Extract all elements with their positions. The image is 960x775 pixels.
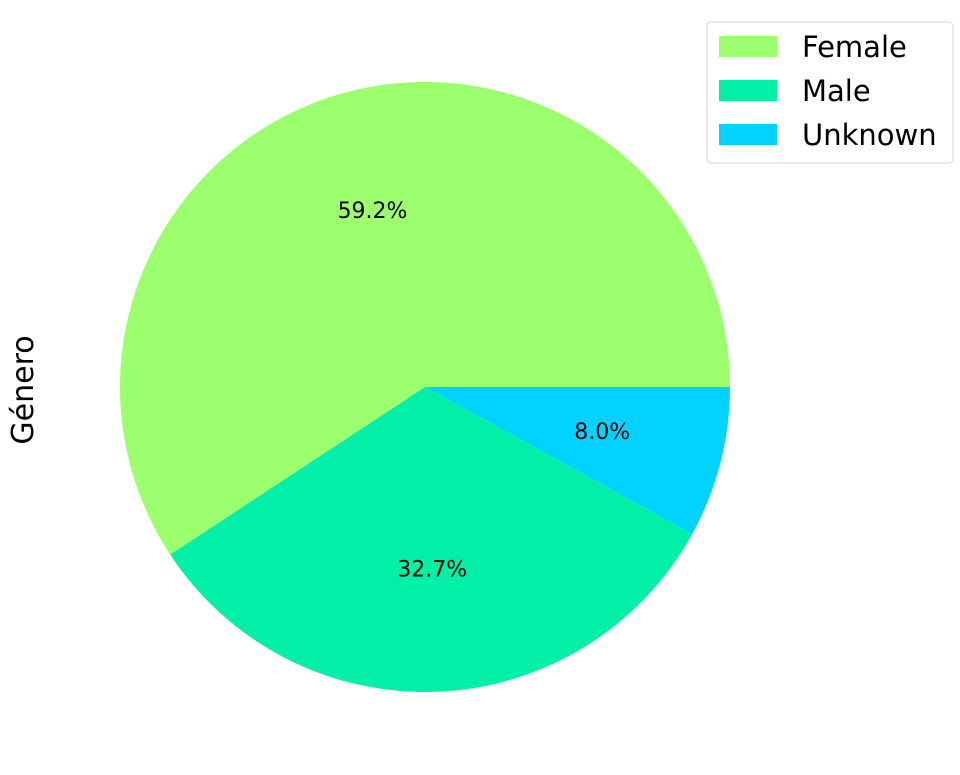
pie-slices <box>120 81 730 692</box>
pie-percent-label-male: 32.7% <box>397 557 467 582</box>
y-axis-label: Género <box>6 335 41 444</box>
legend-label-female: Female <box>802 30 907 64</box>
pie-percent-labels: 59.2% 32.7% 8.0% <box>338 199 631 582</box>
pie-percent-label-female: 59.2% <box>338 199 408 224</box>
legend-swatch-unknown <box>719 124 777 145</box>
pie-slice-male <box>170 387 693 692</box>
legend-label-male: Male <box>802 74 871 108</box>
legend-swatch-male <box>719 80 777 101</box>
pie-percent-label-unknown: 8.0% <box>574 420 630 445</box>
pie-slice-female <box>120 81 730 555</box>
legend-swatch-female <box>719 36 777 57</box>
legend: Female Male Unknown <box>706 21 954 164</box>
legend-label-unknown: Unknown <box>802 118 937 152</box>
pie-slice-unknown <box>425 387 730 535</box>
